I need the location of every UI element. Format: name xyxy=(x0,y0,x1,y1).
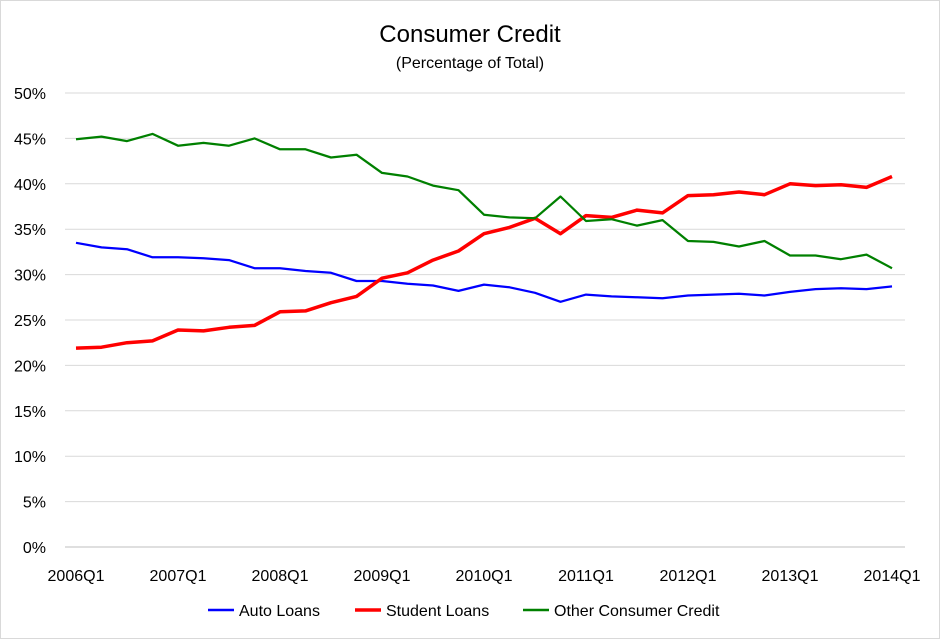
y-tick-label: 45% xyxy=(14,131,46,148)
y-tick-label: 15% xyxy=(14,404,46,421)
y-tick-label: 40% xyxy=(14,177,46,194)
x-tick-label: 2009Q1 xyxy=(354,568,411,585)
x-tick-label: 2011Q1 xyxy=(558,568,614,585)
y-tick-label: 30% xyxy=(14,268,46,285)
y-tick-label: 50% xyxy=(14,86,46,103)
x-tick-label: 2013Q1 xyxy=(762,568,819,585)
legend-label: Other Consumer Credit xyxy=(554,603,720,620)
y-tick-label: 5% xyxy=(23,495,46,512)
x-tick-label: 2006Q1 xyxy=(48,568,105,585)
series-lines xyxy=(75,132,893,350)
x-tick-label: 2012Q1 xyxy=(660,568,717,585)
chart-title: Consumer Credit xyxy=(379,21,561,48)
legend-label: Auto Loans xyxy=(239,603,320,620)
legend: Auto Loans Student Loans Other Consumer Cr… xyxy=(208,603,720,620)
y-tick-label: 35% xyxy=(14,222,46,239)
y-axis: 0% 5% 10% 15% 20% 25% 30% 35% 40% 45% 50% xyxy=(14,86,46,557)
x-tick-label: 2007Q1 xyxy=(150,568,207,585)
x-axis: 2006Q1 2007Q1 2008Q1 2009Q1 2010Q1 2011Q1 2012… xyxy=(48,568,921,585)
y-tick-label: 20% xyxy=(14,358,46,375)
series-line-auto-loans xyxy=(75,241,893,303)
x-tick-label: 2010Q1 xyxy=(456,568,513,585)
gridlines xyxy=(65,92,905,548)
chart-subtitle: (Percentage of Total) xyxy=(396,55,544,72)
x-tick-label: 2008Q1 xyxy=(252,568,309,585)
y-tick-label: 0% xyxy=(23,540,46,557)
series-line-other-consumer-credit xyxy=(75,132,893,270)
series-line-student-loans xyxy=(75,174,893,350)
x-tick-label: 2014Q1 xyxy=(864,568,921,585)
y-tick-label: 10% xyxy=(14,449,46,466)
y-tick-label: 25% xyxy=(14,313,46,330)
legend-label: Student Loans xyxy=(386,603,489,620)
